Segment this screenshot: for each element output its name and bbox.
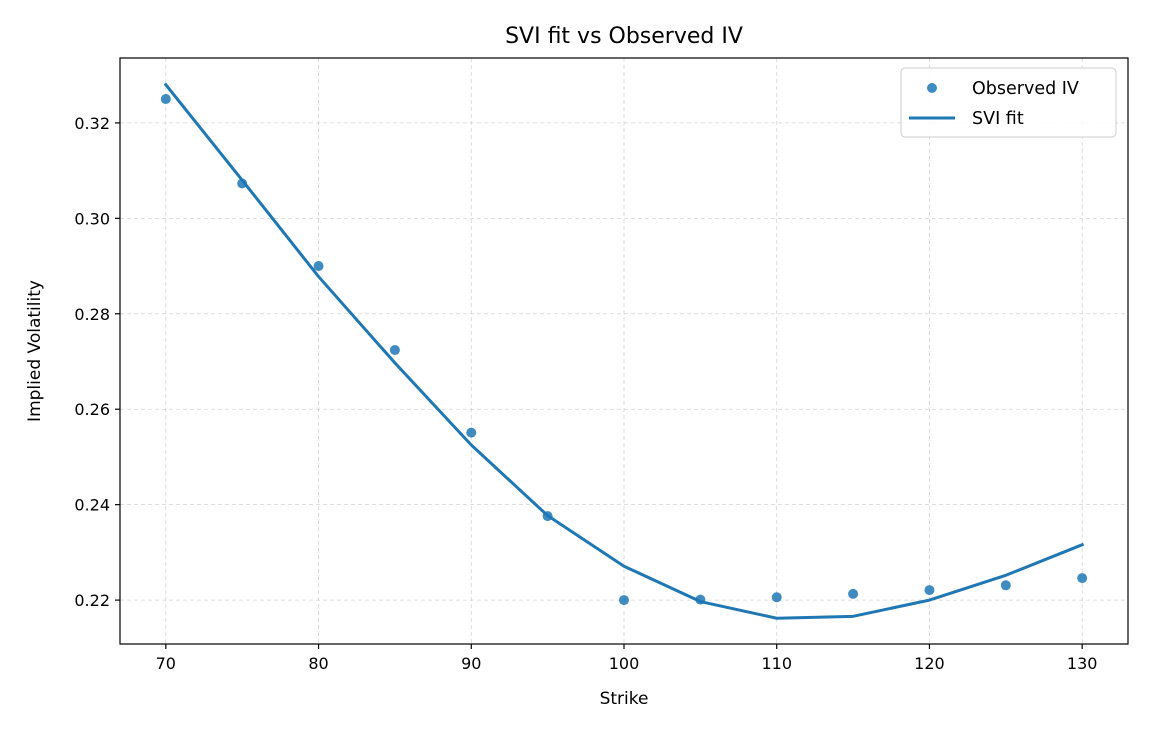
x-tick-label: 130 [1067,654,1098,673]
x-tick-label: 110 [761,654,792,673]
legend-marker-observed-iv [927,83,937,93]
y-tick-label: 0.26 [74,400,110,419]
y-axis-label: Implied Volatility [25,280,45,422]
x-tick-label: 70 [156,654,176,673]
y-tick-label: 0.30 [74,209,110,228]
observed-iv-point [542,511,553,522]
observed-iv-point [389,345,400,356]
grid [120,58,1128,644]
x-axis-ticks: 70 80 90 100 110 120 130 [156,644,1098,673]
observed-iv-point [466,427,477,438]
x-axis-label: Strike [600,689,649,709]
observed-iv-point [1077,573,1088,584]
observed-iv-point [695,594,706,605]
y-tick-label: 0.24 [74,496,110,515]
observed-iv-point [313,261,324,272]
observed-iv-point [619,595,629,606]
observed-iv-point [771,592,782,603]
svi-fit-line [163,82,1085,620]
x-tick-label: 100 [609,654,640,673]
plot-series [160,82,1088,620]
legend-label-svi-fit: SVI fit [972,109,1024,129]
y-tick-label: 0.28 [74,305,110,324]
observed-iv-point [237,178,248,189]
legend: Observed IV SVI fit [900,67,1117,138]
x-tick-label: 120 [914,654,945,673]
observed-iv-point [160,94,171,105]
x-tick-label: 90 [461,654,481,673]
y-tick-label: 0.32 [74,114,110,133]
legend-box [900,67,1117,138]
y-tick-label: 0.22 [74,591,110,610]
x-tick-label: 80 [308,654,328,673]
legend-label-observed-iv: Observed IV [972,79,1079,99]
observed-iv-point [924,585,935,596]
chart-title: SVI fit vs Observed IV [505,24,743,49]
y-axis-ticks: 0.22 0.24 0.26 0.28 0.30 0.32 [74,114,120,610]
observed-iv-point [1000,580,1011,591]
observed-iv-point [848,588,859,599]
